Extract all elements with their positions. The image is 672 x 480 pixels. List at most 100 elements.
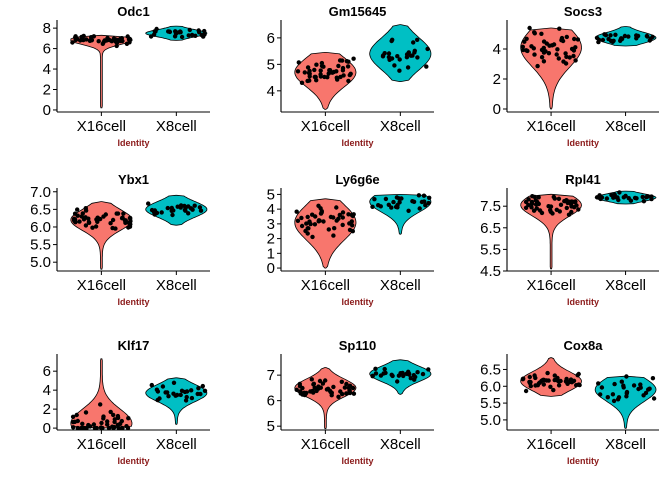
chart-4-xtick-label: X16cell — [301, 277, 350, 294]
chart-8-point — [556, 383, 562, 388]
chart-5-point — [594, 195, 600, 200]
chart-6-point — [198, 391, 203, 397]
chart-6-point — [80, 421, 85, 426]
chart-1-point — [330, 70, 335, 75]
chart-4-point — [328, 214, 334, 220]
chart-7-point — [420, 371, 426, 377]
chart-8-point — [651, 396, 657, 401]
chart-1-point — [335, 77, 340, 82]
chart-4-point — [305, 214, 310, 220]
chart-6-point — [70, 414, 76, 419]
chart-1-point — [392, 63, 397, 68]
chart-2-point — [555, 47, 560, 52]
chart-4-point — [337, 212, 342, 218]
chart-1-point — [405, 65, 411, 70]
chart-0-point — [196, 28, 201, 33]
chart-0-point — [73, 36, 78, 42]
chart-1-point — [326, 71, 331, 76]
chart-0-point — [153, 29, 158, 34]
chart-7-point — [389, 372, 394, 377]
chart-5-x-axis-label: Identity — [567, 297, 599, 307]
chart-7-point — [312, 385, 317, 390]
chart-0-point — [186, 33, 191, 38]
chart-2-point — [563, 51, 568, 56]
chart-2-point — [546, 51, 552, 56]
chart-2-point — [539, 55, 545, 60]
chart-6-point — [178, 392, 183, 398]
chart-2-socs3-panel: Socs3 0 2 4 X16cell X8cell Identity — [493, 4, 659, 148]
chart-0-violin-x16cell — [70, 34, 133, 109]
chart-8-point — [555, 375, 560, 381]
chart-7-point — [309, 377, 314, 382]
chart-1-point — [336, 63, 341, 69]
chart-1-point — [299, 80, 305, 86]
chart-1-point — [295, 69, 301, 74]
chart-6-ytick-label: 2 — [43, 401, 51, 418]
chart-8-point — [576, 382, 581, 387]
chart-6-point — [98, 402, 103, 407]
chart-4-point — [406, 208, 411, 213]
chart-5-point — [556, 196, 562, 201]
chart-4-point — [346, 212, 351, 217]
chart-5-point — [634, 196, 639, 201]
chart-6-point — [202, 388, 208, 393]
chart-2-point — [622, 33, 628, 39]
chart-7-point — [310, 388, 315, 394]
chart-7-point — [304, 390, 309, 396]
chart-4-point — [427, 195, 432, 200]
chart-7-point — [370, 374, 375, 379]
chart-3-point — [186, 211, 191, 216]
chart-1-point — [340, 68, 346, 73]
chart-3-ytick-label: 5.0 — [30, 254, 51, 271]
chart-8-point — [548, 384, 553, 389]
chart-7-point — [339, 379, 344, 384]
chart-6-point — [99, 420, 104, 426]
chart-0-point — [187, 27, 192, 33]
chart-6-point — [74, 412, 79, 418]
chart-5-point — [623, 193, 628, 199]
chart-6-point — [75, 418, 81, 424]
chart-0-point — [179, 34, 185, 40]
chart-6-point — [115, 415, 121, 421]
chart-2-point — [650, 34, 655, 40]
chart-0-point — [79, 34, 84, 40]
chart-3-point — [127, 224, 133, 229]
chart-2-ytick-label: 0 — [493, 101, 501, 118]
chart-0-ytick-label: 0 — [43, 102, 51, 119]
chart-8-point — [528, 379, 533, 385]
chart-2-point — [556, 56, 561, 61]
chart-3-xtick-label: X16cell — [77, 277, 126, 294]
chart-4-point — [334, 218, 339, 223]
chart-3-point — [83, 208, 89, 213]
chart-5-ytick-label: 6.5 — [480, 220, 501, 237]
chart-4-point — [411, 199, 417, 204]
chart-4-point — [334, 205, 339, 210]
chart-8-point — [624, 389, 630, 395]
chart-1-gm15645-panel: Gm15645 4 5 6 X16cell X8cell Identity — [267, 4, 434, 148]
chart-3-point — [110, 225, 115, 231]
chart-7-point — [347, 383, 353, 388]
chart-5-point — [604, 196, 610, 201]
chart-5-point — [569, 209, 574, 215]
chart-7-point — [381, 371, 386, 376]
chart-2-point — [522, 39, 527, 44]
chart-2-x-axis-label: Identity — [567, 138, 599, 148]
chart-6-point — [119, 418, 125, 424]
chart-2-point — [635, 33, 641, 39]
chart-4-point — [351, 212, 356, 217]
chart-2-xtick-label: X8cell — [605, 118, 646, 135]
chart-7-point — [323, 378, 328, 383]
chart-3-point — [146, 201, 151, 206]
chart-0-point — [120, 38, 125, 44]
chart-5-point — [531, 208, 537, 213]
chart-7-point — [317, 378, 323, 384]
chart-4-violin-x16cell — [294, 198, 357, 269]
chart-8-point — [539, 378, 544, 384]
chart-6-point — [189, 395, 195, 401]
chart-1-point — [312, 74, 317, 80]
chart-0-point — [178, 29, 183, 34]
chart-5-point — [570, 199, 575, 204]
chart-5-point — [554, 207, 559, 212]
chart-4-point — [299, 215, 304, 221]
